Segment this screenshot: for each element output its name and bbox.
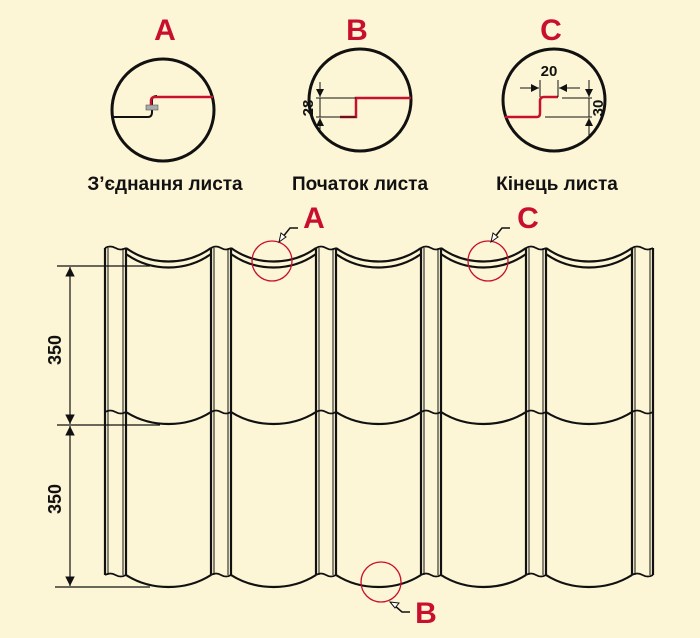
- trough-curve: [230, 411, 317, 426]
- trough-curve: [440, 247, 527, 263]
- step-wave: [210, 409, 232, 415]
- detail-a-letter: A: [154, 14, 176, 47]
- detail-c-caption: Кінець листа: [496, 174, 618, 195]
- trough-curve: [545, 247, 633, 263]
- step-wave: [315, 409, 337, 415]
- callout-c-letter: C: [517, 202, 539, 235]
- trough-curve: [545, 253, 633, 269]
- step-wave: [104, 572, 127, 578]
- screw-icon: [145, 104, 159, 111]
- trough-curve: [230, 574, 317, 589]
- step-wave: [420, 409, 442, 415]
- dimension-20: 20: [541, 63, 558, 80]
- trough-curve: [440, 574, 527, 589]
- trough-curve: [230, 253, 317, 269]
- trough-curve: [125, 253, 212, 269]
- detail-b-caption: Початок листа: [292, 174, 428, 195]
- step-wave: [631, 409, 654, 415]
- trough-curve: [125, 411, 212, 426]
- height-dimensions: 350 350: [45, 265, 160, 588]
- module-dimension-lower: 350: [45, 484, 65, 514]
- step-wave: [525, 245, 547, 251]
- callout-c: C: [467, 202, 539, 282]
- step-wave: [315, 572, 337, 578]
- step-wave: [315, 245, 337, 251]
- trough-curve: [125, 574, 212, 589]
- detail-b: B 28 Початок листа: [292, 14, 428, 195]
- step-wave: [631, 572, 654, 578]
- step-wave: [525, 572, 547, 578]
- step-wave: [420, 572, 442, 578]
- detail-c-letter: C: [540, 14, 562, 47]
- callout-a-letter: A: [303, 202, 325, 235]
- step-wave: [631, 245, 654, 251]
- step-wave: [420, 245, 442, 251]
- trough-curve: [545, 411, 633, 426]
- trough-curve: [335, 574, 422, 589]
- detail-b-letter: B: [346, 14, 368, 47]
- step-wave: [104, 245, 127, 251]
- dimension-28: 28: [300, 100, 317, 117]
- trough-curve: [440, 411, 527, 426]
- step-wave: [210, 245, 232, 251]
- trough-curve: [335, 247, 422, 263]
- metal-tile-sheet: [103, 245, 655, 589]
- detail-c: C 20 30 Кінець листа: [496, 14, 618, 195]
- trough-curve: [335, 253, 422, 269]
- trough-curve: [545, 574, 633, 589]
- step-wave: [210, 572, 232, 578]
- trough-curve: [440, 253, 527, 269]
- trough-curve: [125, 247, 212, 263]
- trough-curve: [230, 247, 317, 263]
- dimension-30: 30: [590, 100, 607, 117]
- callout-b: B: [360, 561, 437, 630]
- detail-a: A З’єднання листа: [87, 14, 243, 195]
- step-wave: [525, 409, 547, 415]
- callout-a: A: [251, 202, 325, 282]
- module-dimension-upper: 350: [45, 335, 65, 365]
- trough-curve: [335, 411, 422, 426]
- step-wave: [104, 409, 127, 415]
- detail-a-caption: З’єднання листа: [87, 174, 243, 195]
- callout-b-letter: B: [415, 597, 437, 630]
